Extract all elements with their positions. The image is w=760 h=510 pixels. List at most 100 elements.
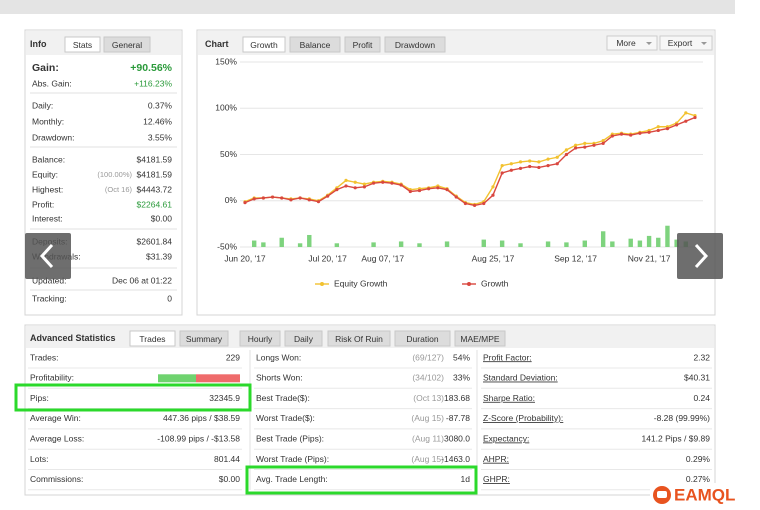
tab[interactable] xyxy=(289,36,341,53)
next-arrow[interactable] xyxy=(677,233,723,279)
tab-label[interactable]: Balance xyxy=(300,40,331,50)
tab[interactable] xyxy=(64,36,101,53)
point xyxy=(261,196,265,200)
point xyxy=(583,145,587,149)
top-strip xyxy=(0,0,735,14)
point xyxy=(574,143,578,147)
point xyxy=(592,143,596,147)
info-value: 0 xyxy=(167,293,172,303)
tab[interactable] xyxy=(454,330,506,347)
point xyxy=(546,157,550,161)
info-value: 0.37% xyxy=(148,100,173,110)
tab[interactable] xyxy=(242,36,286,53)
chevron-right xyxy=(694,243,709,269)
point xyxy=(684,119,688,123)
point xyxy=(353,180,357,184)
stat-label: Best Trade (Pips): xyxy=(256,433,324,443)
info-note: (Oct 16) xyxy=(105,185,133,194)
point xyxy=(528,164,532,169)
tab[interactable] xyxy=(384,36,446,53)
tab-label[interactable]: Risk Of Ruin xyxy=(335,334,383,344)
info-label: Drawdown: xyxy=(32,132,75,142)
y-tick-label: 0% xyxy=(225,195,238,205)
info-label: Interest: xyxy=(32,213,63,223)
volume-bar xyxy=(637,240,643,247)
profit-bar-loss xyxy=(196,374,240,383)
tab-label[interactable]: Trades xyxy=(139,334,165,344)
stat-value: 141.2 Pips / $9.89 xyxy=(641,433,710,443)
tab-label[interactable]: Hourly xyxy=(248,334,273,344)
point xyxy=(399,183,403,187)
y-tick-label: 50% xyxy=(220,149,237,159)
stat-value: 33% xyxy=(453,373,470,383)
volume-bar xyxy=(564,242,569,247)
stat-note: (Aug 15) xyxy=(411,413,444,423)
info-value: $31.39 xyxy=(146,251,172,261)
tab-label[interactable]: Drawdown xyxy=(395,40,435,50)
stat-value: 0.29% xyxy=(686,454,711,464)
volume-bar xyxy=(297,243,303,247)
stat-label: Pips: xyxy=(30,393,49,403)
volume-bar xyxy=(628,238,633,247)
stat-label: Lots: xyxy=(30,454,48,464)
tab-label[interactable]: Duration xyxy=(406,334,438,344)
stat-label: GHPR: xyxy=(483,474,510,484)
stat-value: 801.44 xyxy=(214,454,240,464)
info-value: $2264.61 xyxy=(137,199,173,209)
point xyxy=(344,184,348,188)
stat-value: 54% xyxy=(453,352,470,362)
x-tick-label: Jul 20, '17 xyxy=(308,253,347,263)
profit-bar-win xyxy=(158,374,196,383)
point xyxy=(371,181,376,185)
stat-value: 229 xyxy=(226,352,240,362)
point xyxy=(518,160,523,164)
tab-label[interactable]: General xyxy=(112,40,142,50)
stat-value: -108.99 pips / -$13.58 xyxy=(157,433,240,443)
highlight-box xyxy=(245,465,478,495)
point xyxy=(390,181,394,185)
point xyxy=(601,141,605,145)
point xyxy=(482,201,486,206)
tab[interactable] xyxy=(239,330,281,347)
tab-label[interactable]: Stats xyxy=(73,40,92,50)
stat-note: (Aug 11) xyxy=(412,433,444,443)
point xyxy=(537,165,541,170)
tab-label[interactable]: MAE/MPE xyxy=(460,334,500,344)
button-label[interactable]: Export xyxy=(668,38,693,48)
tab-label[interactable]: Growth xyxy=(250,40,278,50)
x-tick-label: Aug 25, '17 xyxy=(472,253,515,263)
stat-label: Expectancy: xyxy=(483,433,529,443)
point xyxy=(665,127,670,131)
prev-button[interactable] xyxy=(25,233,71,279)
point xyxy=(638,131,642,135)
button[interactable] xyxy=(659,35,713,51)
stat-value: 1d xyxy=(461,474,471,484)
tab-label[interactable]: Summary xyxy=(186,334,223,344)
volume-bar xyxy=(600,231,606,247)
button-label[interactable]: More xyxy=(616,38,636,48)
volume-bar xyxy=(307,234,312,247)
tab-label[interactable]: Profit xyxy=(353,40,373,50)
info-note: (100.00%) xyxy=(97,170,132,179)
tab[interactable] xyxy=(284,330,323,347)
prev-arrow[interactable] xyxy=(25,233,71,279)
stat-value: $40.31 xyxy=(684,373,710,383)
tab[interactable] xyxy=(179,330,229,347)
tab[interactable] xyxy=(103,36,151,53)
point xyxy=(298,196,302,200)
tab[interactable] xyxy=(394,330,451,347)
info-label: Gain: xyxy=(32,62,59,74)
next-button[interactable] xyxy=(677,233,723,279)
volume-bar xyxy=(398,241,404,247)
point xyxy=(362,182,366,186)
stat-label: Sharpe Ratio: xyxy=(483,393,535,403)
stat-label: Best Trade($): xyxy=(256,393,310,403)
tab[interactable] xyxy=(344,36,381,53)
tab-label[interactable]: Daily xyxy=(294,334,314,344)
tab[interactable] xyxy=(129,330,176,347)
point xyxy=(500,164,504,168)
tab[interactable] xyxy=(327,330,391,347)
stat-label: Profitability: xyxy=(30,373,74,383)
point xyxy=(509,162,513,166)
button[interactable] xyxy=(606,35,658,51)
